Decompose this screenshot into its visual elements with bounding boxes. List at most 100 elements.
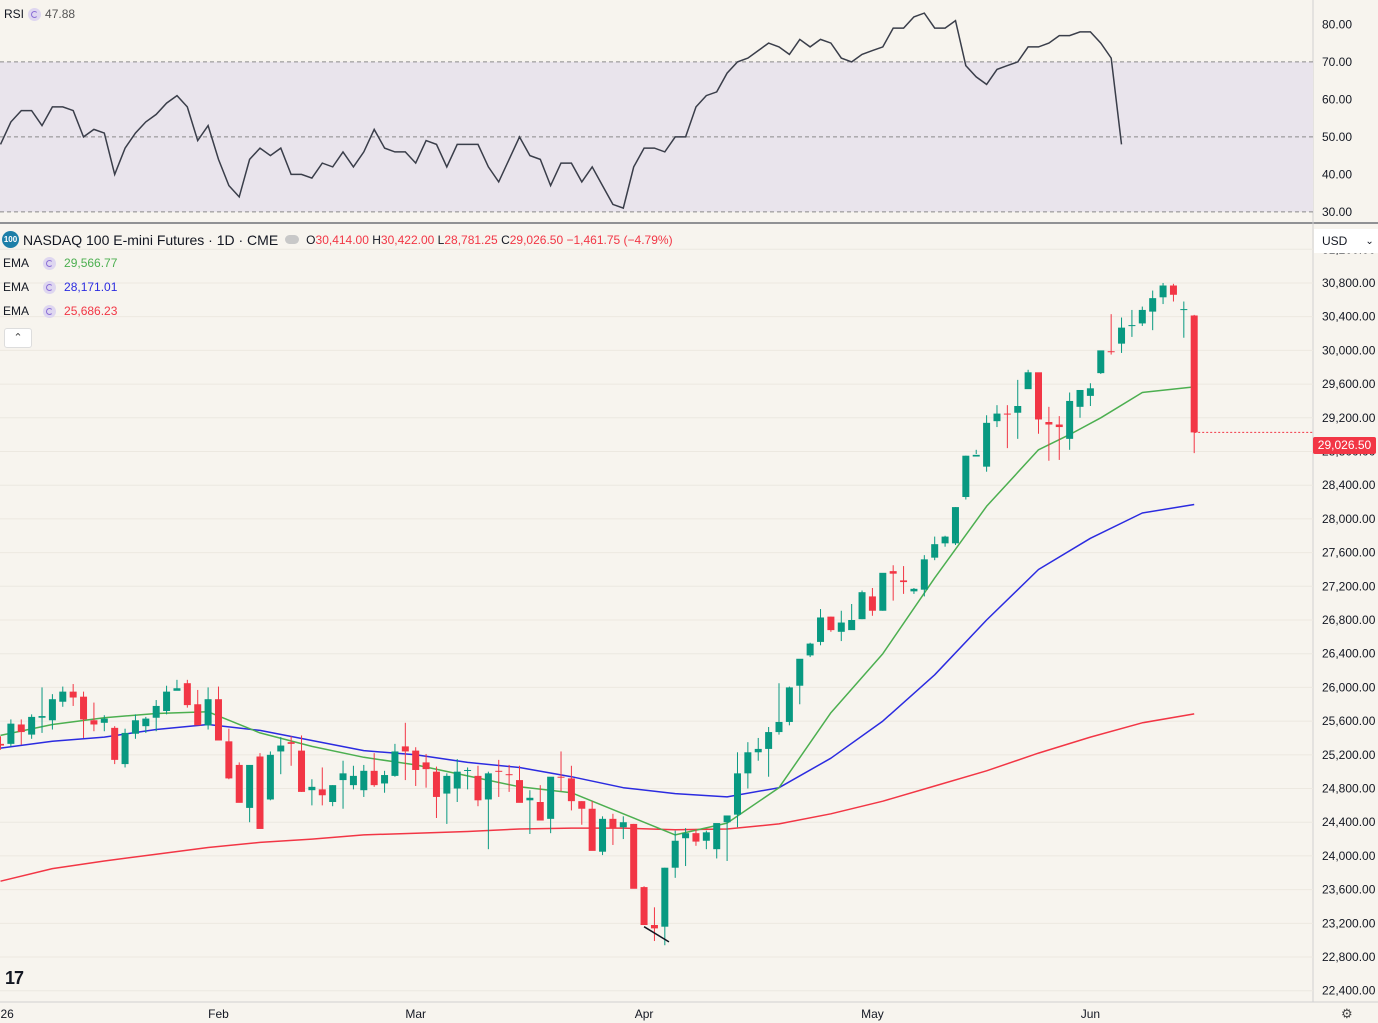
candle-body: [993, 413, 1001, 422]
candle-body: [48, 699, 56, 721]
candle-body: [962, 455, 970, 497]
price-tick-label: 30,400.00: [1322, 310, 1376, 324]
candle-body: [1159, 285, 1167, 298]
high-value: 30,422.00: [380, 232, 435, 247]
candle-body: [547, 776, 555, 819]
time-axis-label: Mar: [405, 1007, 426, 1021]
candle-body: [599, 818, 607, 852]
gear-icon[interactable]: ⚙: [1341, 1006, 1353, 1021]
candle-body: [806, 643, 814, 656]
candle-body: [401, 746, 409, 752]
candle-body: [214, 699, 222, 741]
candle-body: [59, 691, 67, 702]
ema-legend-slow[interactable]: EMA 25,686.23: [3, 304, 117, 318]
candle-body: [318, 789, 326, 796]
candle-body: [900, 580, 908, 583]
price-tick-label: 23,200.00: [1322, 916, 1376, 930]
visibility-icon[interactable]: [285, 235, 300, 244]
candle-body: [713, 823, 721, 850]
candle-body: [920, 559, 928, 590]
price-tick-label: 28,000.00: [1322, 512, 1376, 526]
symbol-title: NASDAQ 100 E-mini Futures · 1D · CME: [23, 231, 279, 248]
candle-body: [360, 770, 368, 791]
candle-body: [692, 833, 700, 842]
ema-legend-mid[interactable]: EMA 28,171.01: [3, 280, 117, 294]
candle-body: [630, 823, 638, 889]
ema-label: EMA: [3, 280, 30, 294]
candle-body: [858, 592, 866, 620]
rsi-tick-label: 70.00: [1322, 55, 1352, 69]
candle-body: [100, 718, 108, 723]
price-tick-label: 24,000.00: [1322, 849, 1376, 863]
price-tick-label: 28,400.00: [1322, 478, 1376, 492]
candle-body: [609, 818, 617, 829]
cycle-icon: [28, 7, 42, 21]
candle-body: [827, 616, 835, 631]
ema-label: EMA: [3, 304, 30, 318]
low-label: L: [437, 232, 445, 247]
candle-body: [889, 571, 897, 574]
price-tick-label: 29,200.00: [1322, 411, 1376, 425]
candle-body: [422, 762, 430, 770]
price-tick-label: 26,800.00: [1322, 613, 1376, 627]
currency-select[interactable]: USD ⌄: [1314, 229, 1378, 253]
candle-body: [516, 780, 523, 803]
candle-body: [163, 691, 171, 712]
candle-body: [246, 764, 254, 808]
candle-body: [277, 745, 285, 752]
close-label: C: [501, 232, 510, 247]
candle-body: [951, 507, 959, 544]
candle-body: [1138, 309, 1146, 324]
candle-body: [972, 454, 980, 457]
rsi-tick-label: 50.00: [1322, 130, 1352, 144]
candle-body: [661, 867, 669, 927]
last-price-tag: 29,026.50: [1313, 437, 1376, 454]
candle-body: [173, 688, 181, 691]
candle-body: [1180, 309, 1188, 311]
candle-body: [1076, 389, 1084, 407]
rsi-value: 47.88: [45, 7, 76, 21]
chevron-down-icon: ⌄: [1365, 235, 1374, 247]
ema-legend-fast[interactable]: EMA 29,566.77: [3, 256, 117, 270]
candle-body: [1014, 405, 1022, 413]
candle-body: [682, 833, 690, 839]
candle-body: [131, 720, 139, 734]
open-value: 30,414.00: [315, 232, 369, 247]
candle-body: [287, 742, 295, 744]
candle-body: [557, 776, 565, 778]
symbol-header[interactable]: 100 NASDAQ 100 E-mini Futures · 1D · CME…: [2, 231, 673, 248]
candle-body: [1149, 298, 1157, 312]
candle-body: [204, 699, 212, 726]
candle-body: [453, 771, 461, 789]
time-axis-label: Feb: [208, 1007, 229, 1021]
candle-body: [370, 770, 378, 786]
candle-body: [671, 840, 679, 868]
candle-body: [69, 691, 77, 698]
rsi-label: RSI: [4, 7, 25, 21]
candle-body: [640, 887, 648, 926]
collapse-legend-button[interactable]: ⌃: [4, 328, 32, 348]
candle-body: [1066, 400, 1074, 439]
candle-body: [578, 801, 586, 809]
candle-body: [650, 925, 658, 929]
change-value: −1,461.75 (−4.79%): [566, 232, 673, 247]
rsi-legend[interactable]: RSI 47.88: [4, 7, 75, 21]
price-tick-label: 27,600.00: [1322, 546, 1376, 560]
candle-body: [17, 724, 25, 733]
time-axis-label: Jun: [1081, 1007, 1100, 1021]
price-tick-label: 30,000.00: [1322, 343, 1376, 357]
candle-body: [754, 748, 762, 753]
price-tick-label: 25,600.00: [1322, 714, 1376, 728]
candle-body: [495, 770, 503, 772]
candle-body: [391, 751, 399, 776]
candle-body: [588, 808, 596, 851]
time-axis-label: May: [861, 1007, 884, 1021]
rsi-tick-label: 80.00: [1322, 17, 1352, 31]
cycle-icon: [43, 280, 57, 294]
candle-body: [1035, 372, 1042, 420]
candle-body: [308, 786, 316, 791]
candle-body: [1045, 422, 1053, 425]
candle-body: [1118, 327, 1126, 344]
ema-value: 29,566.77: [64, 256, 118, 270]
